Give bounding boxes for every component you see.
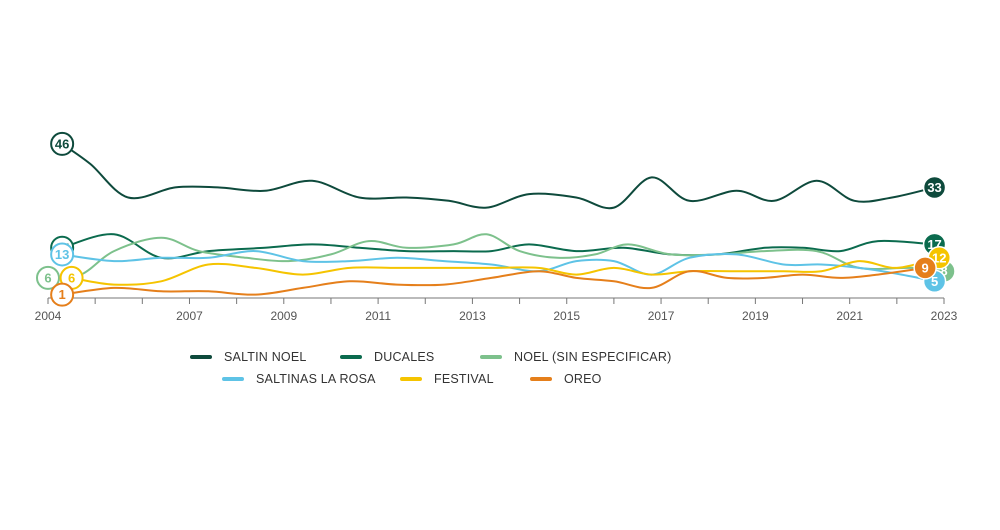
legend-label: OREO <box>564 372 602 386</box>
legend-label: NOEL (SIN ESPECIFICAR) <box>514 350 672 364</box>
start-value-label: 46 <box>55 136 69 151</box>
start-value-label: 1 <box>59 287 66 302</box>
legend-row: SALTINAS LA ROSA FESTIVAL OREO <box>190 368 710 390</box>
legend-label: DUCALES <box>374 350 435 364</box>
x-tick-label: 2015 <box>553 309 580 323</box>
x-axis: 2004 2007 2009 2011 2013 2015 2017 2019 2021 2023 <box>35 297 958 323</box>
series-line-saltin-noel <box>61 142 936 210</box>
start-value-label: 13 <box>55 247 69 262</box>
start-value-label: 6 <box>68 270 75 285</box>
legend-label: SALTINAS LA ROSA <box>256 372 376 386</box>
x-tick-label: 2021 <box>836 309 863 323</box>
endpoint-labels: 463315176813561219 <box>36 131 956 307</box>
series-lines <box>47 142 945 296</box>
legend-label: SALTIN NOEL <box>224 350 307 364</box>
legend-item-ducales: DUCALES <box>340 350 480 364</box>
end-value-label: 9 <box>922 260 929 275</box>
end-value-label: 8 <box>940 264 947 279</box>
x-tick-label: 2019 <box>742 309 769 323</box>
legend-item-oreo: OREO <box>530 372 602 386</box>
x-tick-label: 2007 <box>176 309 203 323</box>
end-value-label: 33 <box>927 180 941 195</box>
start-marker <box>36 265 60 290</box>
end-value-label: 5 <box>931 274 938 289</box>
legend-item-saltin-noel: SALTIN NOEL <box>190 350 340 364</box>
legend-item-noel-sin-especificar: NOEL (SIN ESPECIFICAR) <box>480 350 671 364</box>
legend-swatch <box>400 377 422 381</box>
start-marker <box>50 242 75 267</box>
series-line-festival <box>70 256 941 286</box>
legend-row: SALTIN NOEL DUCALES NOEL (SIN ESPECIFICA… <box>190 346 710 368</box>
x-tick-label: 2011 <box>365 309 391 323</box>
legend-item-saltinas-la-rosa: SALTINAS LA ROSA <box>222 372 400 386</box>
series-line-oreo <box>61 266 927 296</box>
x-tick-label: 2017 <box>648 309 675 323</box>
legend-swatch <box>340 355 362 359</box>
end-marker <box>913 256 937 280</box>
x-tick-label: 2004 <box>35 309 62 323</box>
start-marker <box>50 282 75 307</box>
end-value-label: 12 <box>932 250 946 265</box>
x-tick-label: 2013 <box>459 309 486 323</box>
legend-swatch <box>222 377 244 381</box>
legend-swatch <box>480 355 502 359</box>
legend-swatch <box>190 355 212 359</box>
series-line-noel-sin-especificar <box>47 233 945 279</box>
start-marker <box>50 131 75 156</box>
x-tick-label: 2009 <box>270 309 297 323</box>
legend-label: FESTIVAL <box>434 372 494 386</box>
legend-swatch <box>530 377 552 381</box>
legend: SALTIN NOEL DUCALES NOEL (SIN ESPECIFICA… <box>190 346 710 390</box>
series-line-ducales <box>61 233 936 260</box>
start-value-label: 6 <box>44 270 51 285</box>
x-tick-label: 2023 <box>931 309 958 323</box>
end-marker <box>922 175 947 200</box>
legend-item-festival: FESTIVAL <box>400 372 530 386</box>
